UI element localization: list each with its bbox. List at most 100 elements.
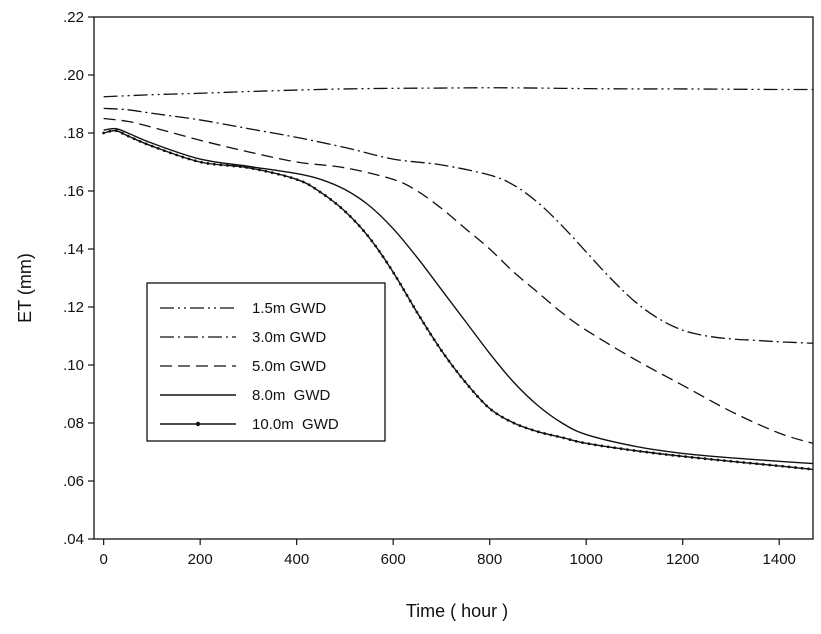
series-marker — [536, 430, 540, 434]
series-marker — [289, 176, 293, 180]
series-marker — [258, 168, 261, 172]
plot-frame — [93, 16, 814, 540]
y-tick-label: .16 — [63, 183, 84, 200]
series-marker — [402, 288, 406, 292]
series-marker — [613, 446, 617, 450]
legend-label-5: 10.0m GWD — [252, 416, 339, 433]
series-marker — [467, 385, 471, 388]
series-marker — [245, 166, 249, 169]
series-marker — [108, 129, 112, 133]
series-marker — [418, 316, 422, 320]
series-marker — [238, 165, 242, 169]
x-tick-label: 400 — [284, 551, 309, 568]
series-marker — [530, 428, 534, 432]
series-marker — [344, 210, 347, 214]
series-marker — [742, 461, 746, 464]
series-marker — [169, 151, 172, 155]
series-marker — [794, 466, 797, 469]
series-marker — [232, 164, 236, 168]
series-marker — [313, 186, 317, 190]
series-marker — [334, 201, 338, 205]
legend: 1.5m GWD 3.0m GWD 5.0m GWD 8.0m GWD 10.0m GW… — [146, 282, 386, 442]
x-tick-label: 800 — [477, 551, 502, 568]
series-marker — [370, 239, 374, 243]
series-marker — [301, 180, 305, 184]
series-marker — [102, 131, 106, 135]
x-axis-title: Time ( hour ) — [406, 601, 508, 621]
series-marker — [555, 435, 559, 438]
series-marker — [664, 453, 668, 456]
series-marker — [524, 426, 528, 430]
series-marker — [181, 155, 185, 159]
series-marker — [339, 206, 343, 209]
series-marker — [518, 424, 522, 428]
series-marker — [463, 380, 467, 383]
y-tick-label: .06 — [63, 473, 84, 490]
series-marker — [114, 129, 118, 133]
series-marker — [455, 370, 459, 373]
series-marker — [761, 462, 765, 466]
series-marker — [440, 349, 443, 352]
series-marker — [277, 172, 280, 176]
series-lines — [102, 87, 814, 471]
series-marker — [684, 455, 687, 459]
series-marker — [587, 442, 591, 446]
y-tick-label: .04 — [63, 531, 84, 548]
series-marker — [735, 460, 739, 464]
series-marker — [748, 461, 752, 465]
series-marker — [399, 282, 402, 286]
series-marker — [807, 467, 810, 471]
y-tick-label: .08 — [63, 415, 84, 432]
series-marker — [729, 459, 733, 463]
series-marker — [353, 219, 357, 223]
series-marker — [366, 234, 370, 238]
series-marker — [574, 439, 578, 443]
series-marker — [543, 432, 547, 435]
x-tick-label: 600 — [381, 551, 406, 568]
series-marker — [362, 229, 365, 233]
series-marker — [690, 455, 694, 459]
series-marker — [632, 449, 636, 452]
series-marker — [490, 408, 493, 412]
series-marker — [447, 359, 451, 363]
series-marker — [768, 463, 772, 467]
series-marker — [408, 299, 412, 303]
series-marker — [200, 160, 203, 164]
series-marker — [619, 447, 623, 451]
series-marker — [485, 404, 488, 408]
series-marker — [415, 310, 419, 314]
series-marker — [471, 390, 475, 393]
y-tick-label: .10 — [63, 357, 84, 374]
series-marker — [126, 134, 130, 138]
series-marker — [412, 305, 415, 308]
series-marker — [264, 169, 268, 173]
series-marker — [581, 441, 584, 445]
series-line-3 — [103, 117, 814, 444]
series-marker — [162, 149, 166, 153]
series-marker — [645, 450, 649, 454]
y-tick-label: .12 — [63, 299, 84, 316]
tick-labels: 0 200 400 600 800 1000 1200 1400 .04 .06 .08 .10 .12… — [63, 9, 796, 568]
series-marker — [703, 457, 707, 461]
series-marker — [638, 449, 642, 453]
series-marker — [206, 162, 210, 165]
series-marker — [512, 421, 516, 425]
x-tick-label: 0 — [99, 551, 107, 568]
series-marker — [144, 142, 148, 146]
series-marker — [392, 271, 396, 275]
series-marker — [671, 453, 675, 457]
series-line-4 — [103, 127, 814, 465]
series-marker — [156, 146, 160, 150]
axes — [93, 16, 814, 540]
x-tick-label: 1000 — [570, 551, 603, 568]
series-marker — [295, 178, 299, 181]
series-marker — [459, 375, 463, 378]
y-axis-title: ET (mm) — [15, 253, 35, 323]
series-marker — [329, 197, 333, 201]
series-marker — [436, 343, 440, 347]
legend-label-3: 5.0m GWD — [252, 358, 326, 375]
legend-box — [146, 282, 386, 442]
series-marker — [429, 332, 433, 336]
series-marker — [549, 433, 553, 437]
